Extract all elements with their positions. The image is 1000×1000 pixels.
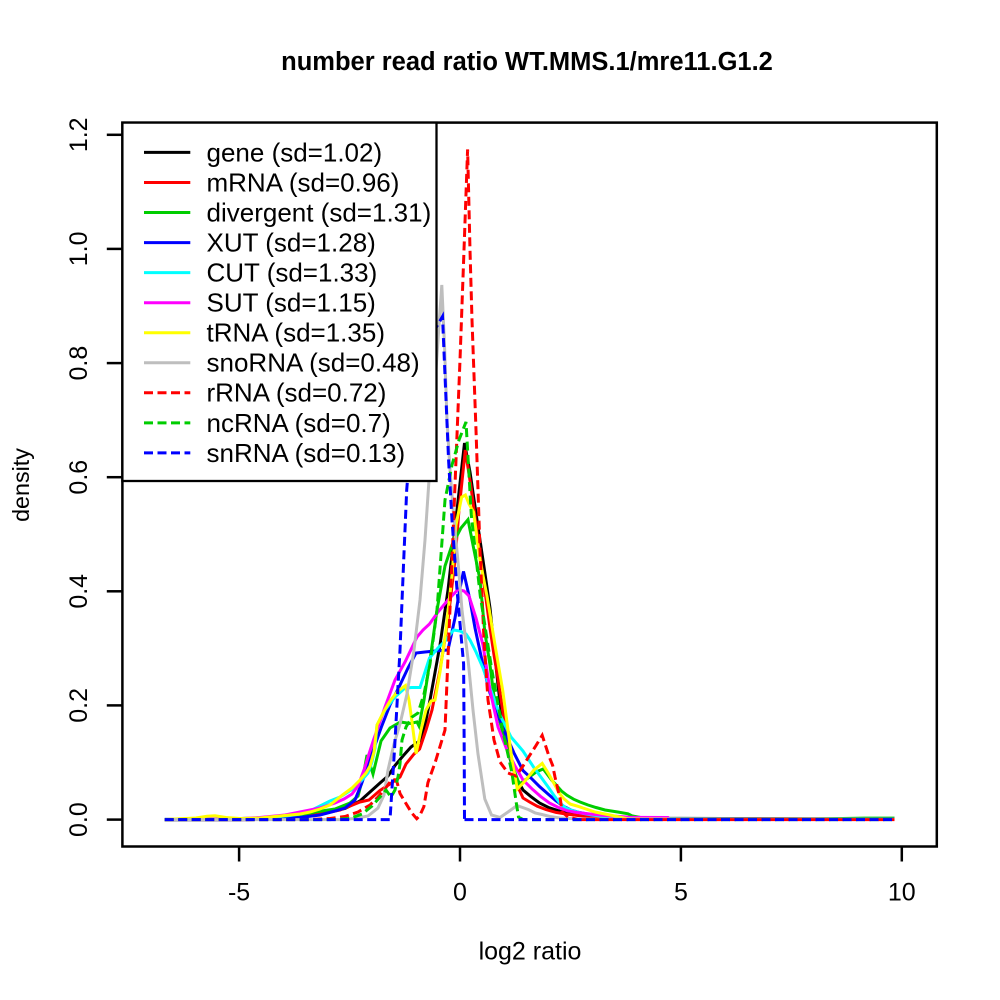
svg-text:0.8: 0.8 bbox=[65, 346, 93, 381]
svg-text:density: density bbox=[8, 448, 34, 522]
svg-text:0: 0 bbox=[453, 879, 467, 907]
svg-text:tRNA (sd=1.35): tRNA (sd=1.35) bbox=[207, 318, 385, 348]
svg-text:rRNA (sd=0.72): rRNA (sd=0.72) bbox=[207, 378, 387, 408]
svg-text:XUT (sd=1.28): XUT (sd=1.28) bbox=[207, 228, 376, 258]
svg-text:number read ratio WT.MMS.1/mre: number read ratio WT.MMS.1/mre11.G1.2 bbox=[281, 48, 773, 76]
svg-text:snRNA (sd=0.13): snRNA (sd=0.13) bbox=[207, 438, 406, 468]
svg-text:-5: -5 bbox=[228, 879, 250, 907]
svg-text:snoRNA (sd=0.48): snoRNA (sd=0.48) bbox=[207, 348, 420, 378]
svg-text:CUT (sd=1.33): CUT (sd=1.33) bbox=[207, 258, 378, 288]
svg-text:ncRNA (sd=0.7): ncRNA (sd=0.7) bbox=[207, 408, 391, 438]
svg-text:SUT (sd=1.15): SUT (sd=1.15) bbox=[207, 288, 376, 318]
svg-text:log2 ratio: log2 ratio bbox=[479, 938, 582, 966]
svg-text:divergent (sd=1.31): divergent (sd=1.31) bbox=[207, 197, 432, 227]
svg-text:gene (sd=1.02): gene (sd=1.02) bbox=[207, 137, 383, 167]
svg-text:5: 5 bbox=[674, 879, 688, 907]
svg-text:10: 10 bbox=[888, 879, 916, 907]
svg-text:1.2: 1.2 bbox=[65, 117, 93, 152]
svg-text:0.0: 0.0 bbox=[65, 802, 93, 837]
svg-text:0.2: 0.2 bbox=[65, 688, 93, 723]
svg-text:0.4: 0.4 bbox=[65, 574, 93, 609]
svg-text:mRNA (sd=0.96): mRNA (sd=0.96) bbox=[207, 167, 400, 197]
svg-text:1.0: 1.0 bbox=[65, 232, 93, 267]
svg-text:0.6: 0.6 bbox=[65, 460, 93, 495]
